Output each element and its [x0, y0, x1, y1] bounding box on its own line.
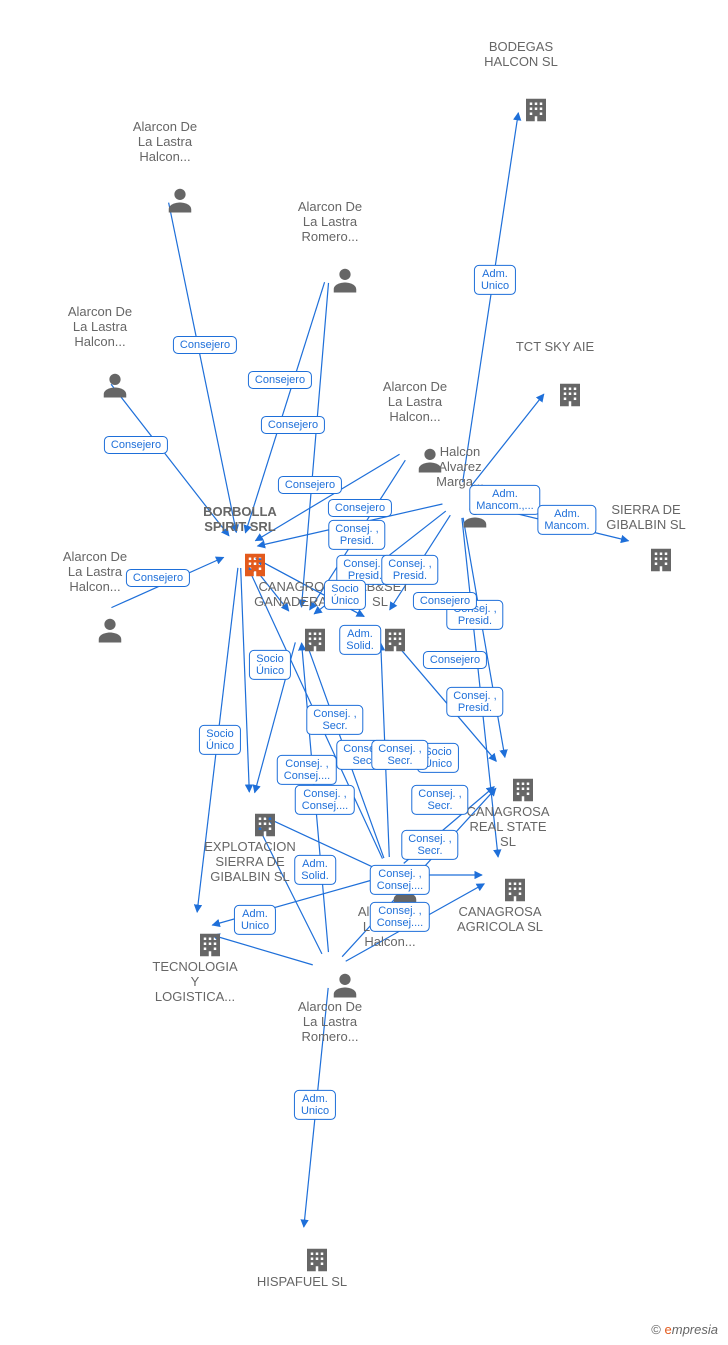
edge-label[interactable]: Adm. Mancom.,...: [469, 485, 540, 515]
edge-label[interactable]: Consej. , Presid.: [446, 687, 503, 717]
edge-label[interactable]: Adm. Unico: [234, 905, 276, 935]
node-label[interactable]: SIERRA DEGIBALBIN SL: [586, 503, 706, 533]
edge: [245, 282, 324, 533]
copyright-brand-e: e: [665, 1322, 672, 1337]
edge-label[interactable]: Consej. , Presid.: [381, 555, 438, 585]
edge-label[interactable]: Socio Único: [324, 580, 366, 610]
edge-label[interactable]: Consej. , Consej....: [277, 755, 337, 785]
edge-label[interactable]: Socio Único: [249, 650, 291, 680]
node-label[interactable]: Alarcon DeLa LastraHalcon...: [105, 120, 225, 165]
edge-label[interactable]: Consej. , Secr.: [371, 740, 428, 770]
edge-label[interactable]: Consej. , Secr.: [411, 785, 468, 815]
edge-label[interactable]: Consej. , Secr.: [306, 705, 363, 735]
edge: [169, 203, 237, 533]
edge-label[interactable]: Consejero: [173, 336, 237, 354]
edge-label[interactable]: Consejero: [261, 416, 325, 434]
edge-label[interactable]: Socio Único: [199, 725, 241, 755]
node-label[interactable]: BODEGASHALCON SL: [461, 40, 581, 70]
node-label[interactable]: CANAGROSAAGRICOLA SL: [440, 905, 560, 935]
edge-label[interactable]: Consejero: [126, 569, 190, 587]
node-label[interactable]: BORBOLLASPIRIT SRL: [180, 505, 300, 535]
node-label[interactable]: EXPLOTACIONSIERRA DEGIBALBIN SL: [190, 840, 310, 885]
edge-label[interactable]: Adm. Unico: [294, 1090, 336, 1120]
node-label[interactable]: HISPAFUEL SL: [242, 1275, 362, 1290]
node-label[interactable]: Alarcon DeLa LastraHalcon...: [355, 380, 475, 425]
edge-label[interactable]: Consejero: [278, 476, 342, 494]
edge-label[interactable]: Consejero: [423, 651, 487, 669]
node-label[interactable]: TECNOLOGIAYLOGISTICA...: [135, 960, 255, 1005]
edge-label[interactable]: Adm. Unico: [474, 265, 516, 295]
copyright-symbol: ©: [651, 1322, 661, 1337]
node-label[interactable]: HalconAlvarezMarga...: [400, 445, 520, 490]
edge-label[interactable]: Consej. , Consej....: [295, 785, 355, 815]
edge-label[interactable]: Adm. Mancom.: [537, 505, 596, 535]
node-label[interactable]: Alarcon DeLa LastraRomero...: [270, 200, 390, 245]
copyright: © empresia: [651, 1322, 718, 1337]
edge-label[interactable]: Consej. , Secr.: [401, 830, 458, 860]
edge-label[interactable]: Consejero: [248, 371, 312, 389]
edge: [463, 113, 519, 482]
node-label[interactable]: Alarcon DeLa LastraHalcon...: [40, 305, 160, 350]
edge-label[interactable]: Consejero: [104, 436, 168, 454]
edge-label[interactable]: Consej. , Presid.: [328, 520, 385, 550]
edge-label[interactable]: Consejero: [413, 592, 477, 610]
edge-label[interactable]: Consej. , Consej....: [370, 865, 430, 895]
node-label[interactable]: TCT SKY AIE: [495, 340, 615, 355]
edge-label[interactable]: Consejero: [328, 499, 392, 517]
edge: [301, 283, 328, 607]
node-label[interactable]: Alarcon DeLa LastraRomero...: [270, 1000, 390, 1045]
copyright-brand-rest: mpresia: [672, 1322, 718, 1337]
edge-label[interactable]: Consej. , Consej....: [370, 902, 430, 932]
edge-label[interactable]: Adm. Solid.: [339, 625, 381, 655]
edge-label[interactable]: Adm. Solid.: [294, 855, 336, 885]
